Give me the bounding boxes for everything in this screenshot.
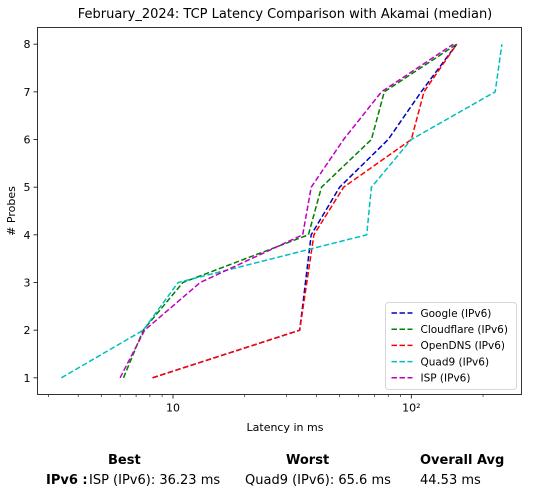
legend-label-4: ISP (IPv6) (421, 373, 471, 385)
y-tick-label: 8 (24, 38, 31, 51)
legend-label-2: OpenDNS (IPv6) (421, 340, 506, 352)
best-header: Best (108, 453, 141, 468)
legend-label-1: Cloudflare (IPv6) (421, 324, 508, 336)
y-tick-label: 2 (24, 324, 31, 337)
y-tick-label: 6 (24, 134, 31, 147)
plot-frame (37, 27, 522, 395)
summary-table: Best Worst Overall Avg IPv6 : ISP (IPv6)… (0, 448, 541, 494)
x-tick-label: 10² (402, 402, 420, 415)
x-axis-label: Latency in ms (247, 421, 324, 434)
y-axis-label: # Probes (5, 186, 18, 236)
chart-title: February_2024: TCP Latency Comparison wi… (78, 7, 493, 22)
y-tick-label: 7 (24, 86, 31, 99)
best-value: ISP (IPv6): 36.23 ms (89, 473, 221, 488)
overall-avg-value: 44.53 ms (420, 473, 481, 488)
legend-label-0: Google (IPv6) (421, 308, 492, 320)
series-line-3 (61, 44, 503, 379)
legend-box (385, 302, 517, 390)
series-line-4 (119, 43, 454, 379)
worst-value: Quad9 (IPv6): 65.6 ms (245, 473, 391, 488)
legend: Google (IPv6) Cloudflare (IPv6) OpenDNS (I… (385, 302, 517, 390)
y-tick-label: 4 (24, 229, 31, 242)
y-tick-label: 5 (24, 181, 31, 194)
worst-header: Worst (286, 453, 330, 468)
legend-label-3: Quad9 (IPv6) (421, 356, 490, 368)
overall-avg-header: Overall Avg (420, 453, 505, 468)
series-line-1 (122, 43, 458, 379)
series-line-2 (152, 43, 458, 379)
row-label-ipv6: IPv6 : (46, 473, 88, 488)
y-tick-label: 3 (24, 276, 31, 289)
x-tick-label: 10 (166, 402, 180, 415)
y-tick-label: 1 (24, 372, 31, 385)
latency-chart: February_2024: TCP Latency Comparison wi… (5, 7, 522, 434)
